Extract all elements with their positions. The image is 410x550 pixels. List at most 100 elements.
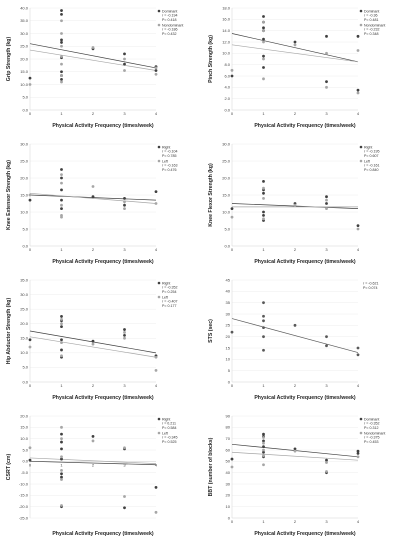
data-point (91, 185, 95, 188)
legend-stat: P= 0.254 (162, 290, 177, 294)
x-tick-label: 3 (325, 111, 328, 116)
x-tick-label: 3 (123, 247, 126, 252)
data-point (262, 301, 265, 305)
trendline-2 (29, 457, 157, 464)
y-axis-title: BBT (number of blocks) (208, 437, 214, 496)
data-point (293, 447, 297, 451)
scatter-panel-2: 0.0 2.0 4.0 6.0 8.0 10.0 12.0 14.0 16.0 18.0 0 1 2 3 4… (208, 5, 385, 129)
legend-stat: r = -0.232 (364, 28, 379, 32)
data-point (262, 335, 265, 339)
y-tick-label: 10.0 (20, 350, 29, 355)
data-point (60, 12, 63, 16)
data-point (262, 439, 265, 443)
legend-stat: P= 0.312 (364, 426, 379, 430)
y-tick-label: 45 (226, 277, 231, 282)
data-point (28, 345, 32, 349)
y-tick-label: 5.0 (224, 226, 230, 231)
y-tick-label: 10.0 (20, 436, 29, 441)
y-tick-label: 90 (226, 413, 231, 418)
trendline-1 (29, 460, 157, 466)
data-point (60, 425, 63, 429)
data-point (230, 457, 234, 461)
legend-label: Dominant (162, 9, 177, 13)
data-point (60, 32, 63, 35)
data-point (262, 448, 265, 452)
legend-stat: P= 0.453 (364, 440, 379, 444)
legend-label: Left (364, 159, 370, 163)
x-tick-label: 0 (231, 111, 234, 116)
data-point (230, 215, 234, 219)
data-point (60, 207, 63, 210)
data-point (325, 85, 328, 89)
trendline-1 (29, 43, 157, 69)
y-tick-label: 0 (228, 379, 231, 384)
data-point (262, 463, 265, 467)
data-point (123, 203, 126, 207)
y-tick-label: 0.0 (224, 107, 230, 112)
data-point (262, 180, 265, 183)
x-tick-label: 1 (262, 383, 265, 388)
legend-label: Left (162, 431, 168, 435)
y-tick-label: 20 (226, 334, 231, 339)
data-point (325, 470, 328, 473)
data-point (325, 461, 328, 464)
x-tick-label: 1 (262, 111, 265, 116)
data-point (91, 339, 95, 343)
data-point (123, 62, 126, 66)
data-point (262, 66, 265, 69)
legend-marker (359, 145, 363, 149)
data-point (123, 69, 126, 72)
data-point (262, 441, 265, 445)
y-tick-label: 35.0 (20, 277, 29, 282)
legend-marker (359, 431, 363, 435)
x-tick-label: 0 (231, 519, 234, 524)
y-tick-label: 25.0 (20, 44, 29, 49)
y-tick-label: 25.0 (20, 158, 29, 163)
y-tick-label: 10.0 (20, 82, 29, 87)
x-tick-label: 3 (325, 383, 328, 388)
legend-stat: P= 0.840 (364, 168, 379, 172)
y-tick-label: 2.0 (224, 96, 230, 101)
x-axis-title: Physical Activity Frequency (times/week) (254, 259, 356, 265)
y-tick-label: 25.0 (20, 306, 29, 311)
y-axis-title: Knee Flexor Strength (kg) (208, 163, 214, 227)
data-point (28, 198, 32, 202)
data-point (262, 445, 265, 448)
x-tick-label: 0 (29, 111, 32, 116)
data-point (262, 436, 265, 439)
data-point (262, 450, 265, 454)
data-point (60, 315, 63, 318)
data-point (60, 317, 63, 321)
legend-stat: P= 0.348 (364, 32, 379, 36)
data-point (154, 368, 158, 372)
y-tick-label: 0.0 (22, 459, 28, 464)
legend-stat: P= 0.432 (162, 32, 177, 36)
y-tick-label: 10.0 (222, 51, 231, 56)
data-point (262, 37, 265, 41)
legend-stat: r = -0.407 (162, 300, 177, 304)
y-tick-label: -20.0 (19, 504, 29, 509)
legend-stat: P= 0.418 (162, 18, 177, 22)
x-tick-label: 0 (29, 247, 32, 252)
data-point (293, 203, 297, 207)
data-point (262, 186, 265, 190)
legend-marker (359, 159, 363, 163)
data-point (230, 68, 234, 72)
data-point (28, 458, 32, 462)
y-tick-label: 0 (228, 515, 231, 520)
legend-label: Dominant (364, 9, 379, 13)
trendline-2 (231, 451, 359, 461)
data-point (60, 341, 63, 345)
data-point (60, 440, 63, 444)
y-tick-label: 30.0 (20, 31, 29, 36)
x-tick-label: 3 (123, 462, 126, 467)
data-point (123, 52, 126, 56)
legend-stat: P= 0.177 (162, 304, 177, 308)
data-point (356, 455, 360, 459)
x-tick-label: 4 (155, 111, 158, 116)
y-tick-label: 14.0 (222, 28, 231, 33)
y-axis-title: STS (sec) (208, 319, 214, 343)
